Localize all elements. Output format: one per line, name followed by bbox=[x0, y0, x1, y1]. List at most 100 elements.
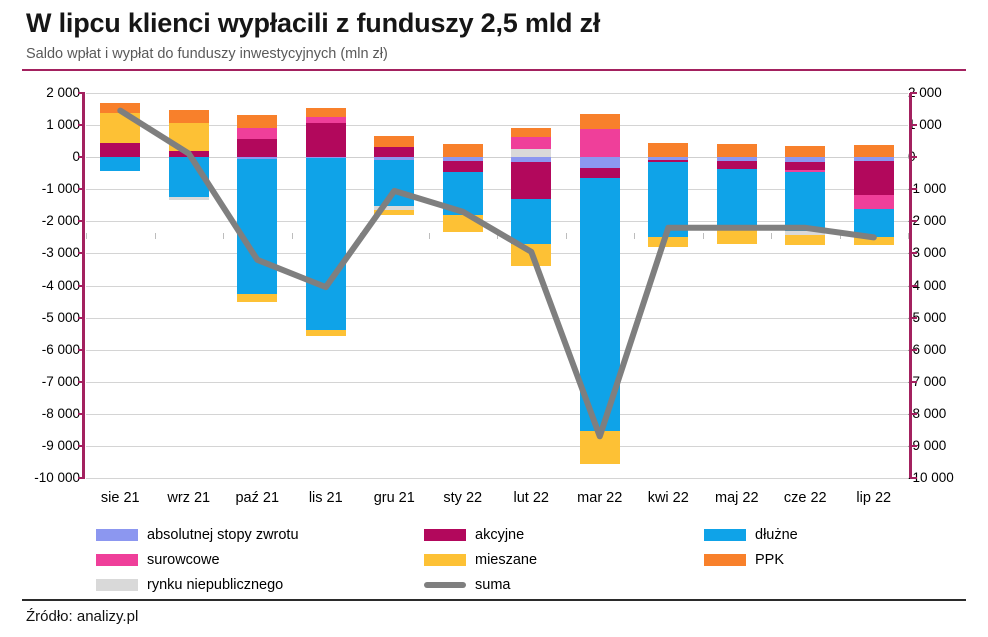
legend-color-swatch bbox=[96, 529, 138, 541]
legend-label: absolutnej stopy zwrotu bbox=[147, 527, 299, 543]
bar-segment bbox=[716, 227, 757, 245]
bar-segment bbox=[853, 237, 894, 245]
bar-segment bbox=[579, 157, 620, 168]
legend-item[interactable]: akcyjne bbox=[424, 528, 524, 542]
bar-segment bbox=[237, 157, 278, 160]
bar-segment bbox=[305, 123, 346, 158]
bar-segment bbox=[648, 161, 689, 238]
x-axis-label: lis 21 bbox=[308, 490, 343, 506]
bar-segment bbox=[305, 329, 346, 336]
y-tickmark bbox=[78, 252, 85, 255]
legend-item[interactable]: PPK bbox=[704, 553, 784, 567]
y-axis-tick-label: -10 000 bbox=[34, 470, 80, 485]
x-axis-label: sty 22 bbox=[443, 490, 483, 506]
y-tickmark bbox=[78, 412, 85, 415]
legend-label: suma bbox=[475, 577, 511, 593]
x-axis-label: gru 21 bbox=[373, 490, 415, 506]
gridline bbox=[86, 285, 908, 287]
gridline bbox=[86, 381, 908, 383]
y-axis-tick-label: -5 000 bbox=[908, 309, 947, 325]
bar-segment bbox=[374, 157, 415, 160]
x-axis-label: mar 22 bbox=[577, 490, 623, 506]
legend-color-swatch bbox=[96, 579, 138, 591]
bar-segment bbox=[374, 135, 415, 147]
y-axis-tick-label: -2 000 bbox=[908, 213, 947, 229]
bar-segment bbox=[305, 117, 346, 124]
y-tickmark bbox=[78, 220, 85, 223]
footer-divider bbox=[22, 599, 966, 601]
legend-color-swatch bbox=[704, 529, 746, 541]
bar-segment bbox=[648, 157, 689, 160]
gridline bbox=[86, 93, 908, 94]
y-tickmark bbox=[910, 380, 917, 383]
header-divider bbox=[22, 69, 966, 71]
y-tickmark bbox=[910, 316, 917, 319]
gridline bbox=[86, 445, 908, 447]
x-tickmark bbox=[565, 233, 567, 239]
legend-item[interactable]: absolutnej stopy zwrotu bbox=[96, 528, 299, 542]
gridline bbox=[86, 253, 908, 255]
bar-segment bbox=[442, 157, 483, 162]
bar-segment bbox=[785, 157, 826, 162]
y-tickmark bbox=[910, 92, 917, 94]
y-tickmark bbox=[910, 284, 917, 287]
gridline bbox=[86, 317, 908, 319]
y-tickmark bbox=[910, 156, 917, 159]
bar-segment bbox=[716, 161, 757, 170]
x-tickmark bbox=[291, 233, 293, 239]
x-axis-label: cze 22 bbox=[783, 490, 827, 506]
y-tickmark bbox=[78, 380, 85, 383]
y-axis-tick-label: -4 000 bbox=[41, 277, 80, 293]
y-axis-tick-label: 2 000 bbox=[46, 85, 80, 100]
y-axis-tick-label: -7 000 bbox=[908, 373, 947, 389]
y-axis-tick-label: -2 000 bbox=[41, 213, 80, 229]
y-tickmark bbox=[78, 156, 85, 159]
y-tickmark bbox=[910, 348, 917, 351]
y-axis-tick-label: 0 bbox=[72, 149, 80, 165]
bar-segment bbox=[716, 144, 757, 158]
y-axis-tick-label: -9 000 bbox=[908, 437, 947, 453]
y-axis-tick-label: -9 000 bbox=[41, 437, 80, 453]
x-axis-label: sie 21 bbox=[100, 490, 140, 506]
x-axis-label: kwi 22 bbox=[647, 490, 689, 506]
bar-segment bbox=[511, 127, 552, 137]
bar-segment bbox=[579, 128, 620, 158]
bar-segment bbox=[305, 108, 346, 118]
legend-item[interactable]: suma bbox=[424, 578, 510, 592]
gridline bbox=[86, 478, 908, 479]
y-axis-tick-label: -8 000 bbox=[41, 405, 80, 421]
bar-segment bbox=[100, 143, 141, 158]
bar-segment bbox=[237, 159, 278, 294]
y-axis-tick-label: -8 000 bbox=[908, 405, 947, 421]
y-axis-tick-label: -3 000 bbox=[41, 245, 80, 261]
legend-label: rynku niepublicznego bbox=[147, 577, 284, 593]
legend-item[interactable]: surowcowe bbox=[96, 553, 220, 567]
y-axis-tick-label: -10 000 bbox=[908, 470, 954, 485]
plot-area: 2 000 1 000 0 -1 000 -2 000 -3 000 -4 000 -5 00… bbox=[0, 80, 988, 490]
y-axis-left: 2 000 1 000 0 -1 000 -2 000 -3 000 -4 000 -5 00… bbox=[8, 80, 80, 490]
y-tickmark bbox=[910, 444, 917, 447]
legend-item[interactable]: rynku niepublicznego bbox=[96, 578, 283, 592]
gridline bbox=[86, 221, 908, 223]
bar-segment bbox=[853, 157, 894, 161]
x-axis-label: lut 22 bbox=[513, 490, 549, 506]
legend-label: surowcowe bbox=[147, 552, 220, 568]
gridline bbox=[86, 413, 908, 415]
x-axis-label: maj 22 bbox=[714, 490, 759, 506]
x-tickmark bbox=[634, 233, 635, 239]
x-tickmark bbox=[428, 233, 430, 239]
bar-segment bbox=[237, 115, 278, 128]
bar-segment bbox=[442, 144, 483, 158]
legend-color-swatch bbox=[96, 554, 138, 566]
y-tickmark bbox=[910, 220, 917, 223]
suma-line bbox=[117, 107, 877, 440]
y-tickmark bbox=[910, 412, 917, 415]
legend-item[interactable]: dłużne bbox=[704, 528, 798, 542]
y-axis-tick-label: 2 000 bbox=[908, 85, 942, 100]
bar-segment bbox=[648, 159, 689, 162]
y-tickmark bbox=[78, 92, 85, 94]
bar-segment bbox=[374, 206, 415, 211]
y-tickmark bbox=[78, 348, 85, 351]
legend-item[interactable]: mieszane bbox=[424, 553, 537, 567]
